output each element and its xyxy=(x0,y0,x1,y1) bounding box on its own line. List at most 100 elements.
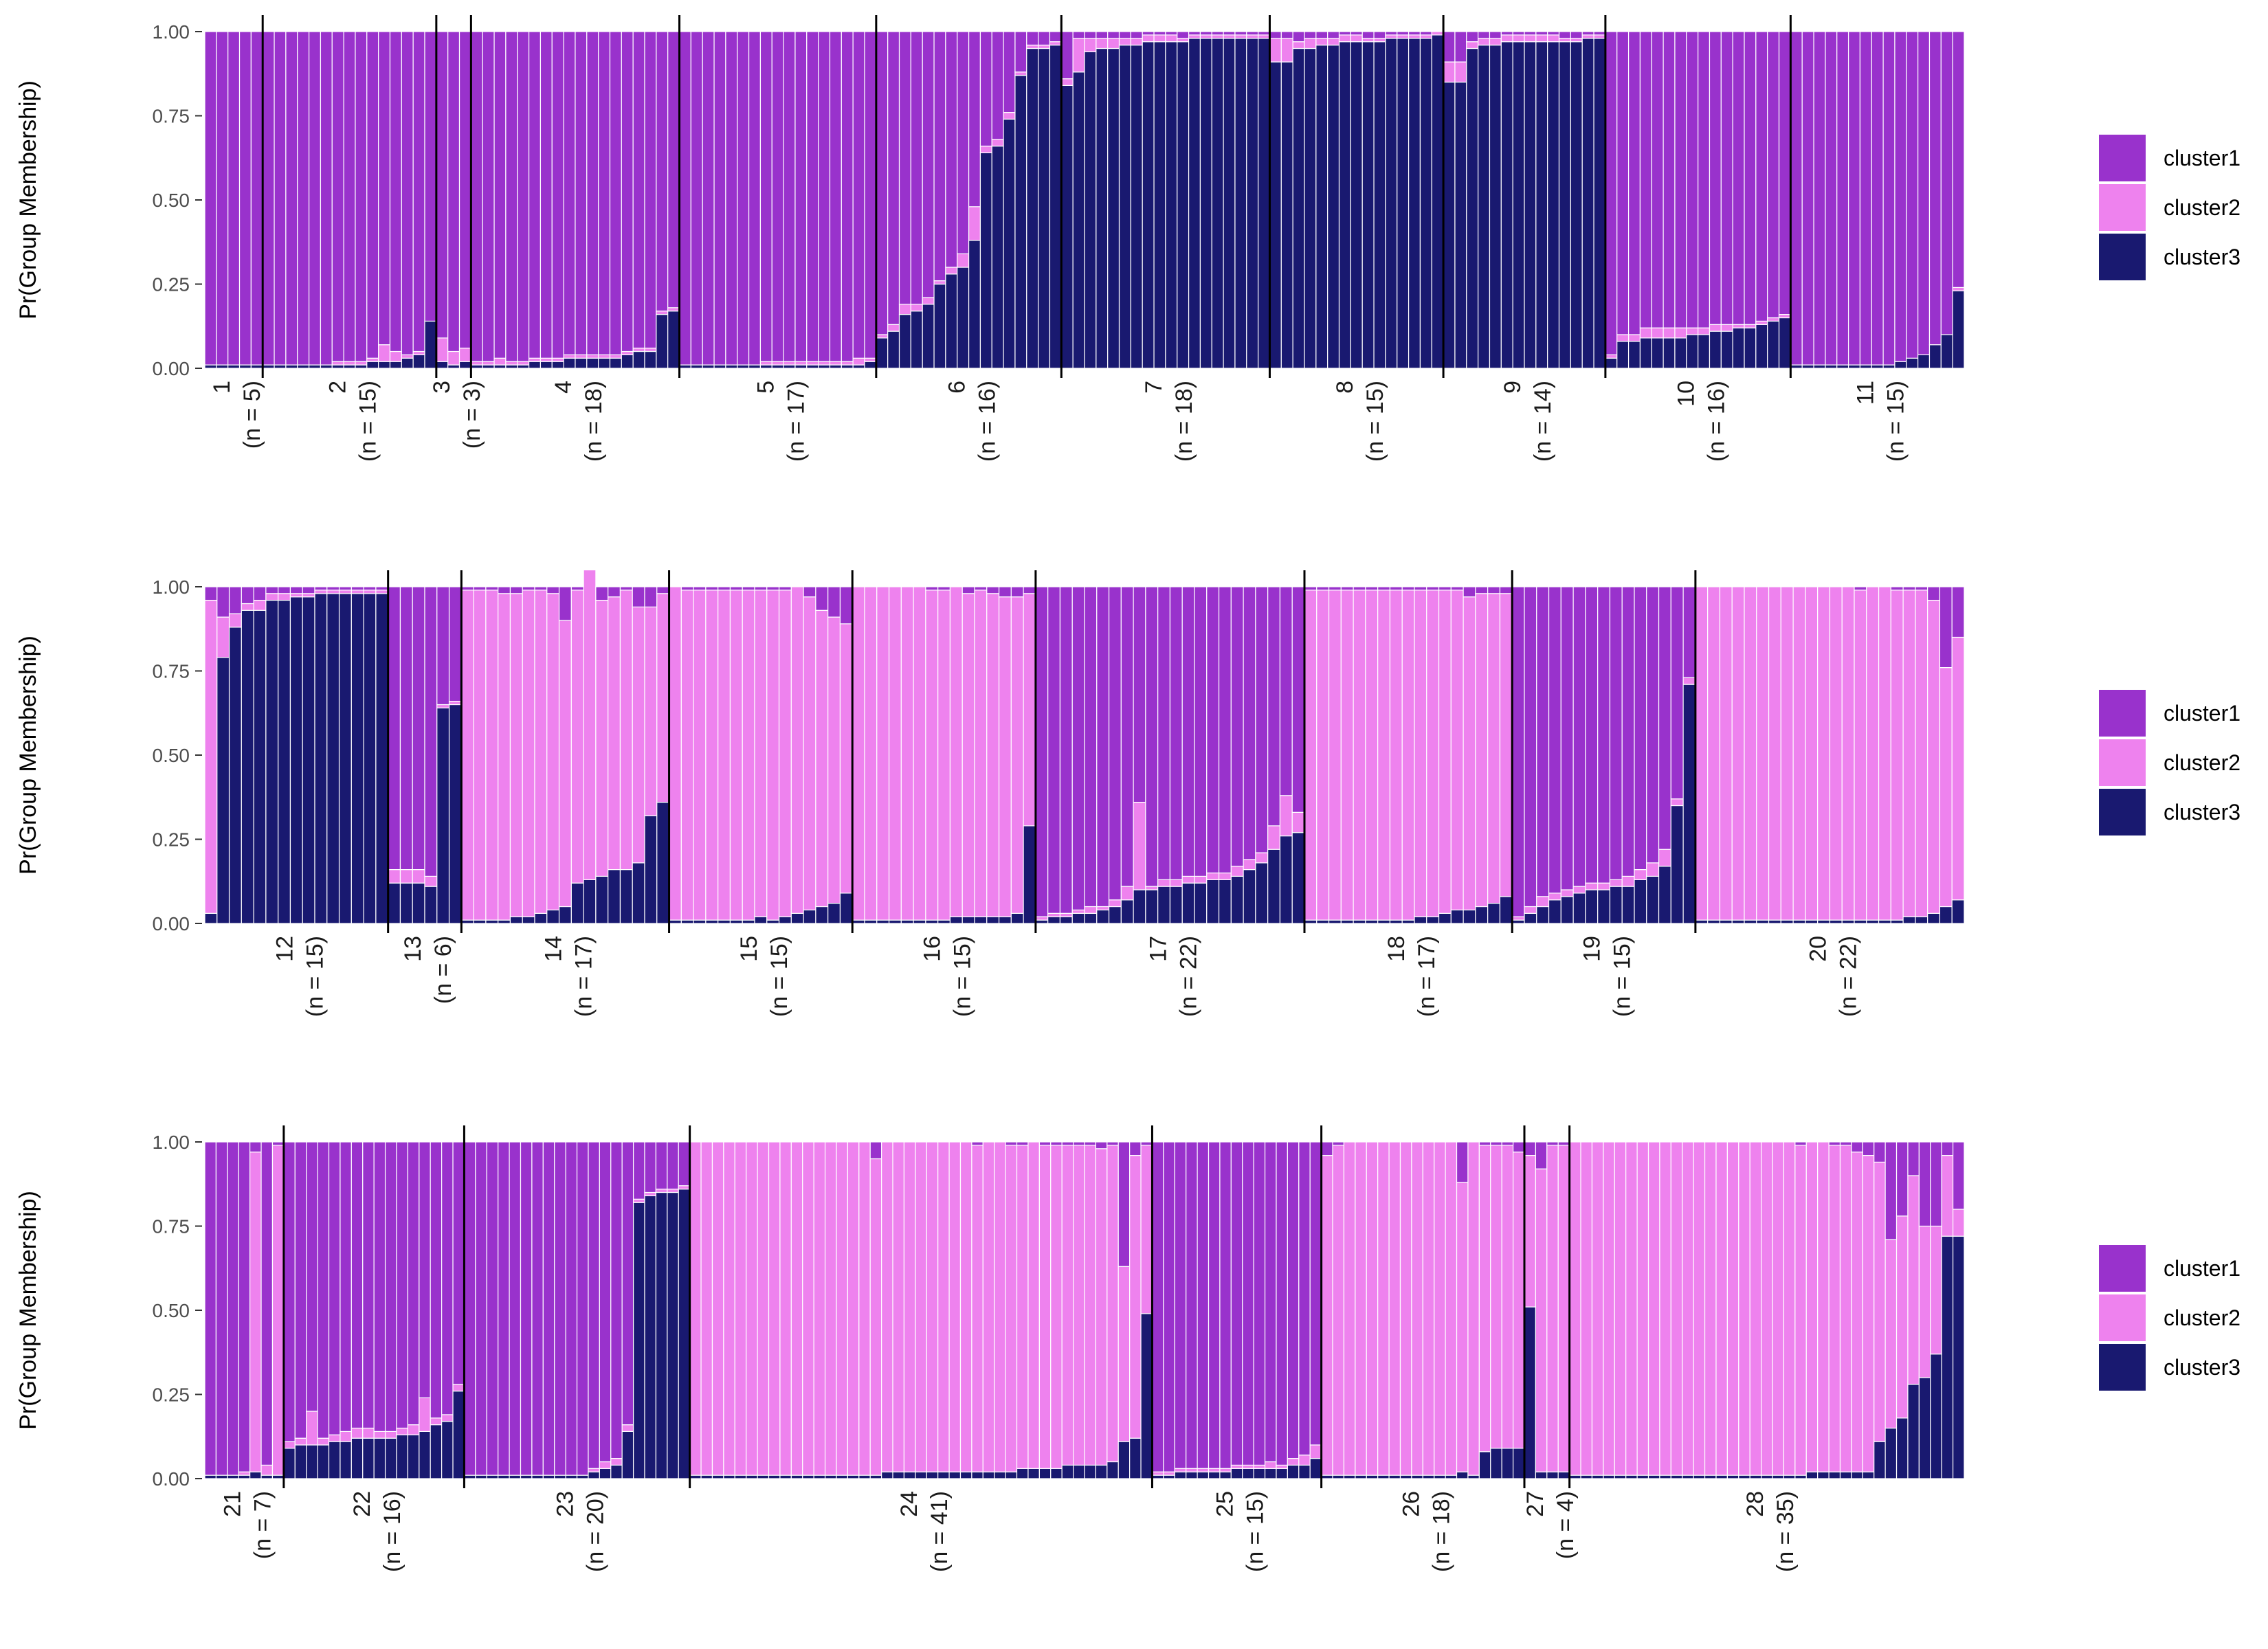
legend-label-cluster2: cluster2 xyxy=(2164,1305,2241,1330)
bar-cluster2 xyxy=(1951,636,1965,901)
bar-cluster3 xyxy=(1499,896,1513,924)
bar-cluster2 xyxy=(678,1185,691,1190)
bar-cluster3 xyxy=(384,1437,397,1479)
bar-cluster3 xyxy=(1941,1235,1954,1479)
bar-cluster2 xyxy=(759,361,772,366)
bar-cluster3 xyxy=(1230,875,1244,924)
bar-cluster3 xyxy=(1279,835,1293,924)
bar-cluster3 xyxy=(458,361,471,369)
bar-cluster3 xyxy=(632,350,645,369)
legend-swatch-cluster2 xyxy=(2099,739,2146,786)
bar-cluster1 xyxy=(216,31,229,366)
bar-cluster2 xyxy=(925,590,939,921)
bar-cluster2 xyxy=(949,586,963,917)
bar-cluster1 xyxy=(340,1141,352,1432)
bar-cluster2 xyxy=(794,361,808,366)
bar-cluster2 xyxy=(898,304,911,315)
bar-cluster2 xyxy=(1639,327,1652,339)
bar-cluster2 xyxy=(1862,1154,1875,1472)
bar-cluster1 xyxy=(546,586,560,594)
bar-cluster3 xyxy=(1095,1464,1108,1479)
bar-cluster1 xyxy=(241,586,254,605)
bar-cluster3 xyxy=(1133,889,1146,924)
bar-cluster1 xyxy=(505,31,518,362)
bar-cluster1 xyxy=(424,31,437,322)
bar-cluster3 xyxy=(768,1474,781,1479)
y-axis-title: Pr(Group Membership) xyxy=(15,1191,41,1430)
bar-cluster2 xyxy=(1016,1145,1029,1469)
bar-cluster3 xyxy=(1585,889,1599,924)
bar-cluster1 xyxy=(986,586,1000,594)
bar-cluster1 xyxy=(540,31,553,359)
bar-cluster1 xyxy=(1499,586,1513,594)
bar-cluster1 xyxy=(1327,31,1340,39)
bar-cluster2 xyxy=(815,609,829,908)
group-label-id: 11 xyxy=(1853,381,1879,405)
bar-cluster3 xyxy=(1792,919,1806,924)
bar-cluster2 xyxy=(228,613,242,628)
bar-cluster1 xyxy=(1365,586,1379,591)
bar-cluster1 xyxy=(1096,586,1110,908)
bar-cluster3 xyxy=(1952,290,1965,369)
bar-cluster2 xyxy=(852,586,865,921)
bar-cluster3 xyxy=(1014,75,1027,369)
bar-cluster2 xyxy=(1621,875,1635,887)
bar-cluster3 xyxy=(748,364,761,369)
bar-cluster1 xyxy=(979,31,992,147)
bar-cluster1 xyxy=(766,586,780,591)
bar-cluster1 xyxy=(1847,31,1861,366)
bar-cluster3 xyxy=(1061,1464,1074,1479)
bar-cluster3 xyxy=(463,1474,476,1479)
bar-cluster2 xyxy=(971,1145,983,1472)
bar-cluster2 xyxy=(1463,596,1476,911)
bar-cluster3 xyxy=(1862,1471,1875,1479)
bar-cluster1 xyxy=(1163,1141,1175,1472)
group-label-count: (n = 35) xyxy=(1772,1491,1799,1572)
bar-cluster3 xyxy=(903,1471,916,1479)
bar-cluster3 xyxy=(1397,38,1410,369)
bar-cluster3 xyxy=(1443,81,1456,369)
y-tick-label: 0.50 xyxy=(153,1300,190,1321)
bar-cluster2 xyxy=(1038,1145,1052,1469)
bar-cluster1 xyxy=(1511,586,1525,917)
bar-cluster1 xyxy=(238,31,252,366)
bar-cluster3 xyxy=(1165,41,1178,369)
bar-cluster3 xyxy=(1475,906,1489,924)
bar-cluster2 xyxy=(1340,590,1354,921)
bar-cluster2 xyxy=(1399,1141,1412,1476)
bar-cluster1 xyxy=(441,1141,454,1415)
bar-cluster2 xyxy=(458,348,471,362)
bar-cluster2 xyxy=(1084,38,1097,52)
bar-cluster3 xyxy=(1315,44,1328,369)
bar-cluster3 xyxy=(283,1448,296,1479)
bar-cluster3 xyxy=(1917,354,1931,369)
bar-cluster3 xyxy=(520,1474,533,1479)
bar-cluster1 xyxy=(430,1141,443,1419)
bar-cluster3 xyxy=(779,1474,792,1479)
bar-cluster2 xyxy=(1475,593,1489,908)
bar-cluster3 xyxy=(644,350,657,369)
bar-cluster3 xyxy=(1927,912,1941,924)
bar-cluster2 xyxy=(1501,1145,1514,1449)
bar-cluster1 xyxy=(1253,1141,1266,1466)
bar-cluster2 xyxy=(1709,324,1722,332)
bar-cluster3 xyxy=(693,919,707,924)
bar-cluster1 xyxy=(289,586,303,594)
bar-cluster3 xyxy=(588,1471,600,1479)
bar-cluster3 xyxy=(482,364,495,369)
bar-cluster1 xyxy=(1744,31,1757,325)
bar-cluster3 xyxy=(1659,1474,1671,1479)
bar-cluster1 xyxy=(1862,1141,1875,1156)
legend-swatch-cluster1 xyxy=(2099,1245,2146,1292)
bar-cluster2 xyxy=(1389,590,1403,921)
bar-cluster3 xyxy=(238,1474,251,1479)
bar-cluster3 xyxy=(1500,41,1513,369)
bar-cluster3 xyxy=(1478,44,1491,369)
bar-cluster1 xyxy=(869,1141,882,1160)
bar-cluster3 xyxy=(274,364,287,369)
bar-cluster3 xyxy=(1738,1474,1750,1479)
bar-cluster2 xyxy=(1572,886,1586,894)
bar-cluster3 xyxy=(1338,41,1351,369)
bar-cluster1 xyxy=(1385,31,1398,36)
bar-cluster2 xyxy=(1805,1141,1819,1472)
